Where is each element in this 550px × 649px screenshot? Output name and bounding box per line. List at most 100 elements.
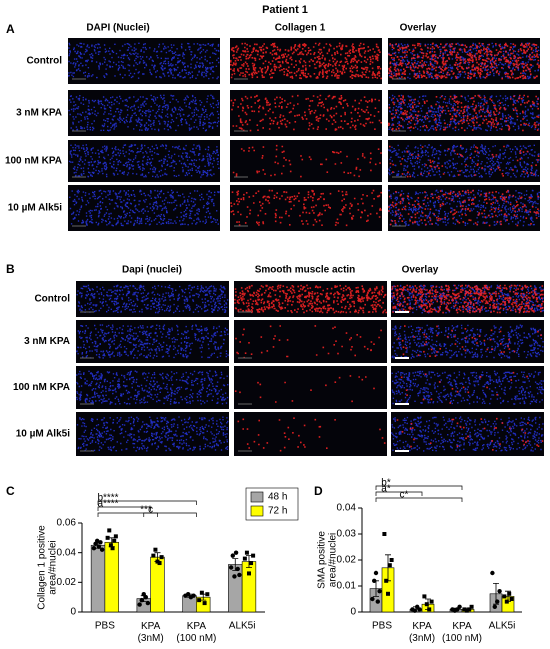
- x-tick-label: KPA (3nM): [138, 621, 164, 644]
- column-header: Overlay: [400, 23, 437, 34]
- data-point: [155, 559, 160, 564]
- data-point: [509, 597, 514, 601]
- data-point: [377, 589, 382, 594]
- nuclei-stain: [388, 189, 540, 227]
- bar: [104, 541, 119, 613]
- data-point: [98, 540, 103, 545]
- x-tick-label: PBS: [372, 621, 392, 632]
- nuclei-stain: [68, 144, 220, 178]
- nuclei-stain: [68, 94, 220, 132]
- row-label: 3 nM KPA: [16, 108, 62, 119]
- significance-label: b****: [97, 493, 118, 504]
- data-point: [457, 604, 462, 609]
- data-point: [417, 607, 422, 612]
- micrograph: [68, 140, 220, 182]
- nuclei-stain: [76, 416, 229, 452]
- x-tick-label: KPA (100 nM): [442, 621, 482, 644]
- significance-bracket: [97, 500, 197, 505]
- protein-stain: [388, 94, 540, 132]
- nuclei-stain: [388, 42, 540, 80]
- legend-label: 48 h: [268, 492, 287, 503]
- protein-stain: [396, 417, 544, 451]
- y-tick-label: 0.02: [57, 577, 77, 588]
- data-point: [497, 589, 502, 594]
- data-point: [495, 599, 500, 604]
- panel-label: A: [6, 22, 15, 36]
- data-point: [244, 550, 249, 555]
- x-tick-label: ALK5i: [229, 621, 256, 632]
- y-tick-label: 0.02: [337, 555, 357, 566]
- y-tick-label: 0.04: [337, 503, 357, 514]
- protein-stain: [230, 189, 382, 227]
- y-tick-label: 0: [350, 607, 356, 618]
- data-point: [205, 592, 210, 597]
- y-tick-label: 0.01: [337, 581, 357, 592]
- data-point: [507, 591, 512, 596]
- row-label: 10 µM Alk5i: [8, 203, 63, 214]
- data-point: [197, 598, 202, 603]
- data-point: [191, 593, 196, 598]
- bar: [150, 556, 165, 613]
- significance-label: c*: [400, 490, 409, 501]
- y-axis-label: area/#nuclei: [48, 540, 59, 594]
- data-point: [246, 571, 251, 576]
- protein-stain: [230, 94, 382, 132]
- y-tick-label: 0.04: [57, 547, 77, 558]
- nuclei-stain: [388, 94, 540, 132]
- significance-label: ***: [140, 505, 152, 516]
- data-point: [422, 594, 427, 599]
- data-point: [199, 590, 204, 595]
- data-point: [464, 608, 469, 613]
- significance-label: a****: [97, 499, 118, 510]
- row-label: 100 nM KPA: [13, 382, 70, 393]
- data-point: [110, 546, 115, 551]
- y-axis-label: area/#nuclei: [328, 533, 339, 587]
- micrograph: [234, 320, 387, 363]
- data-point: [251, 553, 256, 558]
- data-point: [370, 596, 375, 602]
- data-point: [467, 607, 472, 612]
- micrograph: [391, 412, 544, 456]
- panel-label: B: [6, 262, 15, 276]
- significance-bracket: [97, 512, 197, 517]
- data-point: [386, 591, 390, 596]
- micrograph: [234, 412, 387, 456]
- data-point: [94, 538, 100, 543]
- row-label: 100 nM KPA: [5, 156, 62, 167]
- data-point: [233, 550, 239, 555]
- data-point: [137, 602, 142, 607]
- significance-bracket: [375, 485, 463, 490]
- panel-label: D: [314, 484, 323, 498]
- column-header: Collagen 1: [275, 23, 326, 34]
- nuclei-stain: [388, 144, 540, 178]
- data-point: [99, 547, 105, 552]
- bar: [228, 564, 243, 613]
- data-point: [151, 553, 156, 558]
- protein-stain: [391, 284, 544, 314]
- data-point: [202, 601, 207, 606]
- significance-bracket: [375, 491, 423, 496]
- legend-swatch: [250, 505, 264, 517]
- x-tick-label: KPA (3nM): [409, 621, 435, 644]
- row-label: Control: [34, 294, 70, 305]
- data-point: [249, 561, 254, 566]
- data-point: [235, 566, 240, 572]
- y-tick-label: 0.06: [57, 518, 77, 529]
- data-point: [113, 534, 118, 539]
- nuclei-stain: [76, 324, 229, 359]
- significance-label: c: [148, 505, 153, 516]
- data-point: [375, 599, 380, 604]
- protein-stain: [400, 371, 528, 404]
- significance-bracket: [375, 497, 463, 502]
- nuclei-stain: [391, 284, 544, 314]
- data-point: [242, 556, 247, 561]
- data-point: [91, 546, 97, 551]
- data-point: [143, 594, 149, 600]
- data-point: [157, 561, 162, 566]
- nuclei-stain: [76, 284, 229, 314]
- y-tick-label: 0.03: [337, 529, 357, 540]
- y-axis-label: Collagen 1 positive: [37, 525, 48, 610]
- figure-title: Patient 1: [262, 4, 308, 16]
- data-point: [469, 604, 474, 609]
- data-point: [153, 547, 158, 552]
